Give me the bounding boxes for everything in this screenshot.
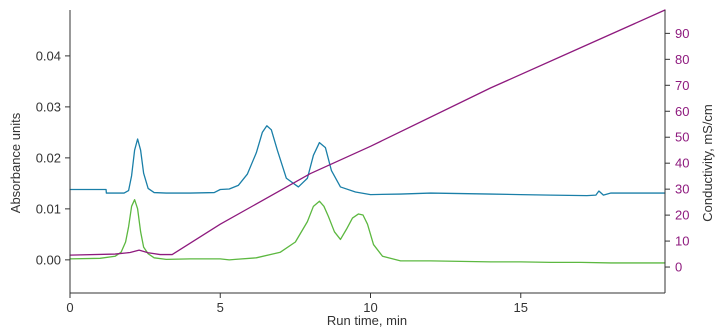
series-line-2 bbox=[69, 9, 666, 256]
left-tick-label: 0.01 bbox=[36, 201, 61, 216]
right-y-axis-title: Conductivity, mS/cm bbox=[700, 104, 715, 222]
x-axis-title: Run time, min bbox=[327, 313, 407, 328]
right-tick-label: 0 bbox=[675, 260, 682, 275]
left-tick-label: 0.04 bbox=[36, 48, 61, 63]
right-tick-label: 50 bbox=[675, 130, 689, 145]
right-tick-label: 70 bbox=[675, 78, 689, 93]
right-tick-label: 80 bbox=[675, 52, 689, 67]
bottom-axis-ticks: 0 5 10 15 bbox=[66, 293, 528, 315]
plot-series bbox=[69, 9, 666, 264]
right-axis-ticks: 0 10 20 30 40 50 60 70 80 90 bbox=[665, 26, 689, 275]
right-tick-label: 10 bbox=[675, 234, 689, 249]
right-tick-label: 90 bbox=[675, 26, 689, 41]
series-line-1 bbox=[69, 199, 666, 264]
series-line-0 bbox=[69, 125, 666, 197]
bottom-tick-label: 5 bbox=[217, 300, 224, 315]
left-y-axis-title: Absorbance units bbox=[8, 112, 23, 213]
bottom-tick-label: 0 bbox=[66, 300, 73, 315]
bottom-tick-label: 15 bbox=[514, 300, 528, 315]
axes bbox=[69, 10, 666, 294]
right-tick-label: 20 bbox=[675, 208, 689, 223]
left-tick-label: 0.00 bbox=[36, 252, 61, 267]
left-tick-label: 0.02 bbox=[36, 150, 61, 165]
bottom-tick-label: 10 bbox=[363, 300, 377, 315]
right-tick-label: 40 bbox=[675, 156, 689, 171]
left-axis-ticks: 0.00 0.01 0.02 0.03 0.04 bbox=[36, 48, 70, 267]
right-tick-label: 60 bbox=[675, 104, 689, 119]
right-tick-label: 30 bbox=[675, 182, 689, 197]
left-tick-label: 0.03 bbox=[36, 99, 61, 114]
